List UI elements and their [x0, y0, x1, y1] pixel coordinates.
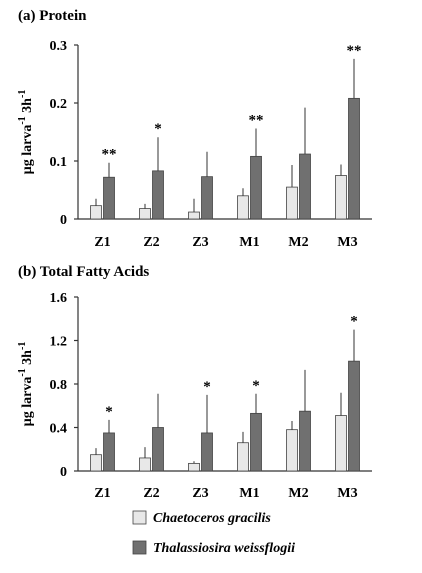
- bar-thalassiosira: [201, 432, 213, 472]
- bar-chaetoceros: [237, 442, 249, 472]
- y-tick-label: 0.4: [50, 422, 68, 437]
- bar-thalassiosira: [250, 155, 262, 220]
- panel-total-fatty-acids: (b) Total Fatty Acids 0 0.4 0.8 1.2 1.6 µg lar…: [17, 264, 372, 501]
- y-axis-label: µg larva-1 3h-1: [17, 90, 35, 175]
- bar-chaetoceros: [237, 195, 249, 220]
- bar-thalassiosira: [348, 360, 360, 472]
- bar-chaetoceros: [139, 208, 151, 220]
- y-tick-label: 0.2: [50, 97, 68, 112]
- bar-chaetoceros: [188, 462, 200, 472]
- legend-swatch: [132, 540, 147, 555]
- bar-thalassiosira: [152, 427, 164, 472]
- bar-chaetoceros: [90, 205, 102, 220]
- category-label: Z2: [143, 235, 159, 250]
- y-tick-label: 0.1: [50, 155, 68, 170]
- bar-chaetoceros: [90, 454, 102, 472]
- legend-swatch: [132, 510, 147, 525]
- bar-thalassiosira: [348, 97, 360, 220]
- category-label: M1: [239, 486, 259, 501]
- category-label: M2: [288, 486, 308, 501]
- category-label: Z3: [192, 486, 208, 501]
- bar-chaetoceros: [335, 175, 347, 220]
- significance-marker: **: [102, 147, 117, 163]
- category-label: Z3: [192, 235, 208, 250]
- bar-thalassiosira: [250, 412, 262, 472]
- legend-label: Chaetoceros gracilis: [153, 511, 271, 526]
- category-label: Z1: [94, 486, 110, 501]
- y-tick-label: 1.2: [50, 335, 68, 350]
- y-tick-label: 0: [60, 465, 67, 480]
- category-label: M2: [288, 235, 308, 250]
- category-label: M3: [337, 486, 357, 501]
- category-label: Z2: [143, 486, 159, 501]
- bar-chaetoceros: [286, 186, 298, 220]
- y-tick-label: 0: [60, 213, 67, 228]
- bar-thalassiosira: [299, 410, 311, 472]
- significance-marker: *: [154, 121, 162, 137]
- y-tick-label: 1.6: [50, 291, 68, 306]
- bar-thalassiosira: [103, 176, 115, 220]
- bar-chaetoceros: [188, 211, 200, 220]
- bar-chaetoceros: [335, 415, 347, 472]
- bar-thalassiosira: [299, 153, 311, 220]
- significance-marker: **: [347, 43, 362, 59]
- bar-thalassiosira: [152, 170, 164, 220]
- y-axis-label: µg larva-1 3h-1: [17, 342, 35, 427]
- chart-title: (b) Total Fatty Acids: [18, 264, 149, 280]
- legend-label: Thalassiosira weissflogii: [153, 541, 295, 556]
- bar-thalassiosira: [201, 176, 213, 220]
- legend: Chaetoceros gracilis Thalassiosira weissf…: [132, 510, 295, 556]
- bar-chaetoceros: [286, 429, 298, 472]
- bar-chaetoceros: [139, 457, 151, 472]
- y-tick-label: 0.8: [50, 378, 68, 393]
- significance-marker: *: [350, 314, 358, 330]
- bar-thalassiosira: [103, 432, 115, 472]
- significance-marker: *: [252, 378, 260, 394]
- significance-marker: *: [105, 404, 113, 420]
- significance-marker: *: [203, 379, 211, 395]
- y-tick-label: 0.3: [50, 39, 68, 54]
- panel-protein: (a) Protein 0 0.1 0.2 0.3 µg larva-1 3h-1 ** Z1…: [17, 8, 372, 250]
- chart-title: (a) Protein: [18, 8, 87, 24]
- significance-marker: **: [249, 113, 264, 129]
- category-label: Z1: [94, 235, 110, 250]
- category-label: M1: [239, 235, 259, 250]
- category-label: M3: [337, 235, 357, 250]
